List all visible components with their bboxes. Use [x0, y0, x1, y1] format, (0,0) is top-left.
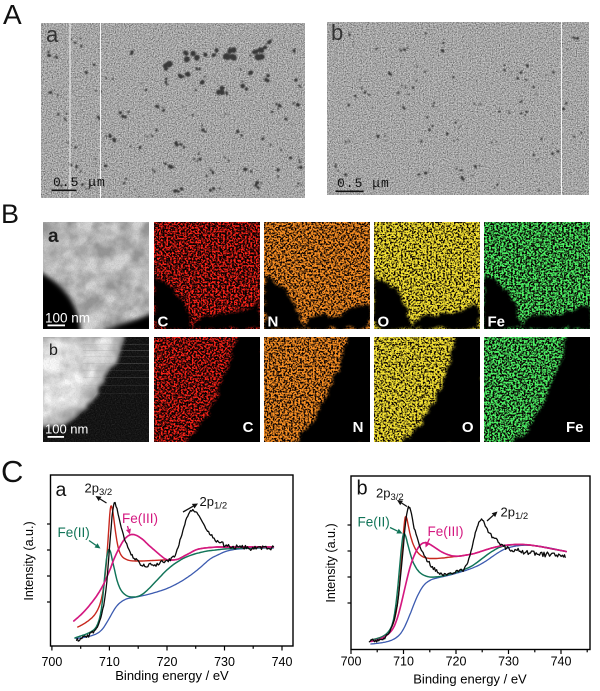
svg-text:O: O	[461, 419, 473, 436]
svg-text:N: N	[267, 314, 278, 330]
svg-text:2p3/2: 2p3/2	[85, 481, 113, 499]
svg-text:b: b	[49, 342, 58, 359]
svg-text:Fe(II): Fe(II)	[358, 515, 390, 530]
svg-text:740: 740	[272, 655, 293, 669]
svg-text:710: 710	[99, 655, 120, 669]
svg-text:700: 700	[341, 655, 362, 669]
svg-text:a: a	[46, 23, 59, 47]
svg-text:Fe(III): Fe(III)	[428, 524, 464, 539]
svg-text:Fe: Fe	[488, 314, 506, 330]
svg-text:Binding energy / eV: Binding energy / eV	[413, 672, 527, 687]
svg-text:Intensity (a.u.): Intensity (a.u.)	[22, 521, 36, 600]
svg-text:2p1/2: 2p1/2	[501, 505, 529, 523]
svg-text:Fe: Fe	[566, 419, 584, 436]
svg-text:b: b	[331, 22, 343, 45]
svg-text:730: 730	[214, 655, 235, 669]
svg-text:Intensity (a.u.): Intensity (a.u.)	[324, 523, 338, 602]
svg-text:O: O	[377, 314, 389, 330]
svg-text:a: a	[48, 226, 59, 247]
svg-text:720: 720	[157, 655, 178, 669]
svg-text:730: 730	[498, 655, 519, 669]
svg-text:100 nm: 100 nm	[45, 311, 90, 326]
svg-text:100 nm: 100 nm	[45, 422, 88, 437]
svg-text:700: 700	[41, 655, 62, 669]
svg-text:C: C	[242, 419, 253, 436]
svg-text:2p1/2: 2p1/2	[200, 494, 228, 512]
svg-text:b: b	[357, 478, 368, 500]
svg-text:Fe(III): Fe(III)	[122, 511, 158, 526]
svg-text:C: C	[157, 314, 168, 330]
svg-text:0.5 μm: 0.5 μm	[337, 176, 390, 191]
svg-text:720: 720	[446, 655, 467, 669]
svg-text:N: N	[352, 419, 363, 436]
svg-text:a: a	[56, 479, 67, 501]
svg-text:740: 740	[551, 655, 572, 669]
svg-text:Binding energy / eV: Binding energy / eV	[115, 668, 229, 683]
svg-text:710: 710	[393, 655, 414, 669]
svg-text:Fe(II): Fe(II)	[58, 525, 90, 540]
svg-text:0.5 μm: 0.5 μm	[53, 175, 106, 190]
